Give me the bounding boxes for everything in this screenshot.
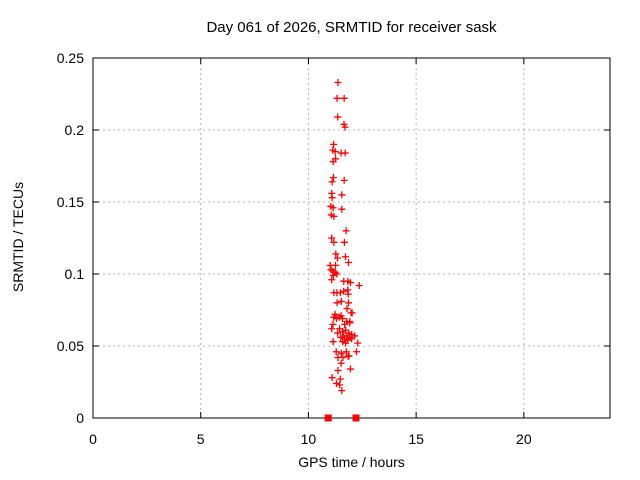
data-point-marker [341,253,349,261]
data-point-marker [330,140,338,148]
data-point-marker [328,178,336,186]
x-tick-label: 10 [301,431,317,447]
data-point-marker [329,174,337,182]
data-point-marker [344,299,352,307]
data-point-marker [346,279,354,287]
data-point-marker [342,339,350,347]
data-point-marker [334,329,342,337]
data-point-marker [343,305,351,313]
data-point-square [324,414,332,422]
data-point-marker [339,328,347,336]
data-point-marker [332,379,340,387]
y-tick-label: 0.2 [65,122,85,138]
data-point-marker [340,176,348,184]
data-point-marker [329,320,337,328]
data-point-marker [329,158,337,166]
data-point-marker [338,387,346,395]
data-point-marker [342,227,350,235]
y-tick-label: 0.05 [57,338,84,354]
data-point-marker [346,365,354,373]
data-point-marker [336,381,344,389]
data-point-marker [332,261,340,269]
data-point-marker [332,250,340,258]
data-point-marker [352,348,360,356]
data-point-marker [344,258,352,266]
data-point-marker [334,113,342,121]
data-point-marker [333,94,341,102]
data-point-marker [340,238,348,246]
data-point-marker [329,204,337,212]
x-tick-label: 0 [89,431,97,447]
chart-title: Day 061 of 2026, SRMTID for receiver sas… [206,19,497,36]
data-point-marker [339,338,347,346]
data-point-marker [337,349,345,357]
data-point-marker [337,297,345,305]
x-tick-label: 5 [197,431,205,447]
data-point-marker [332,315,340,323]
data-point-marker [340,287,348,295]
data-point-marker [342,348,350,356]
data-point-marker [348,309,356,317]
y-tick-label: 0.1 [65,266,85,282]
data-point-marker [333,270,341,278]
data-point-marker [328,276,336,284]
y-axis-title: SRMTID / TECUs [10,181,26,293]
data-point-marker [355,282,363,290]
data-point-marker [333,299,341,307]
data-point-marker [329,271,337,279]
data-point-marker [346,319,354,327]
x-tick-label: 20 [516,431,532,447]
data-point-marker [338,205,346,213]
data-point-marker [331,148,339,156]
data-point-marker [340,94,348,102]
y-tick-label: 0.25 [57,50,84,66]
data-point-marker [341,149,349,157]
data-point-marker [332,348,340,356]
data-point-marker [334,366,342,374]
data-point-marker [335,313,343,321]
data-point-marker [348,335,356,343]
data-point-marker [345,352,353,360]
data-point-marker [328,194,336,202]
data-point-marker [336,289,344,297]
data-point-marker [330,212,338,220]
data-point-marker [333,254,341,262]
plot-border [92,57,611,419]
data-point-marker [329,338,337,346]
data-point-marker [344,290,352,298]
data-point-marker [334,78,342,86]
data-point-marker [354,339,362,347]
y-tick-label: 0.15 [57,194,84,210]
x-axis-title: GPS time / hours [298,454,405,470]
data-point-square [352,414,360,422]
data-point-marker [339,354,347,362]
data-point-marker [337,359,345,367]
y-tick-label: 0 [76,410,84,426]
data-point-marker [341,123,349,131]
data-point-marker [338,315,346,323]
data-point-marker [328,234,336,242]
data-point-marker [341,320,349,328]
data-point-marker [328,374,336,382]
data-point-marker [337,333,345,341]
data-point-marker [328,325,336,333]
x-tick-label: 15 [408,431,424,447]
data-point-marker [338,191,346,199]
data-point-marker [330,238,338,246]
